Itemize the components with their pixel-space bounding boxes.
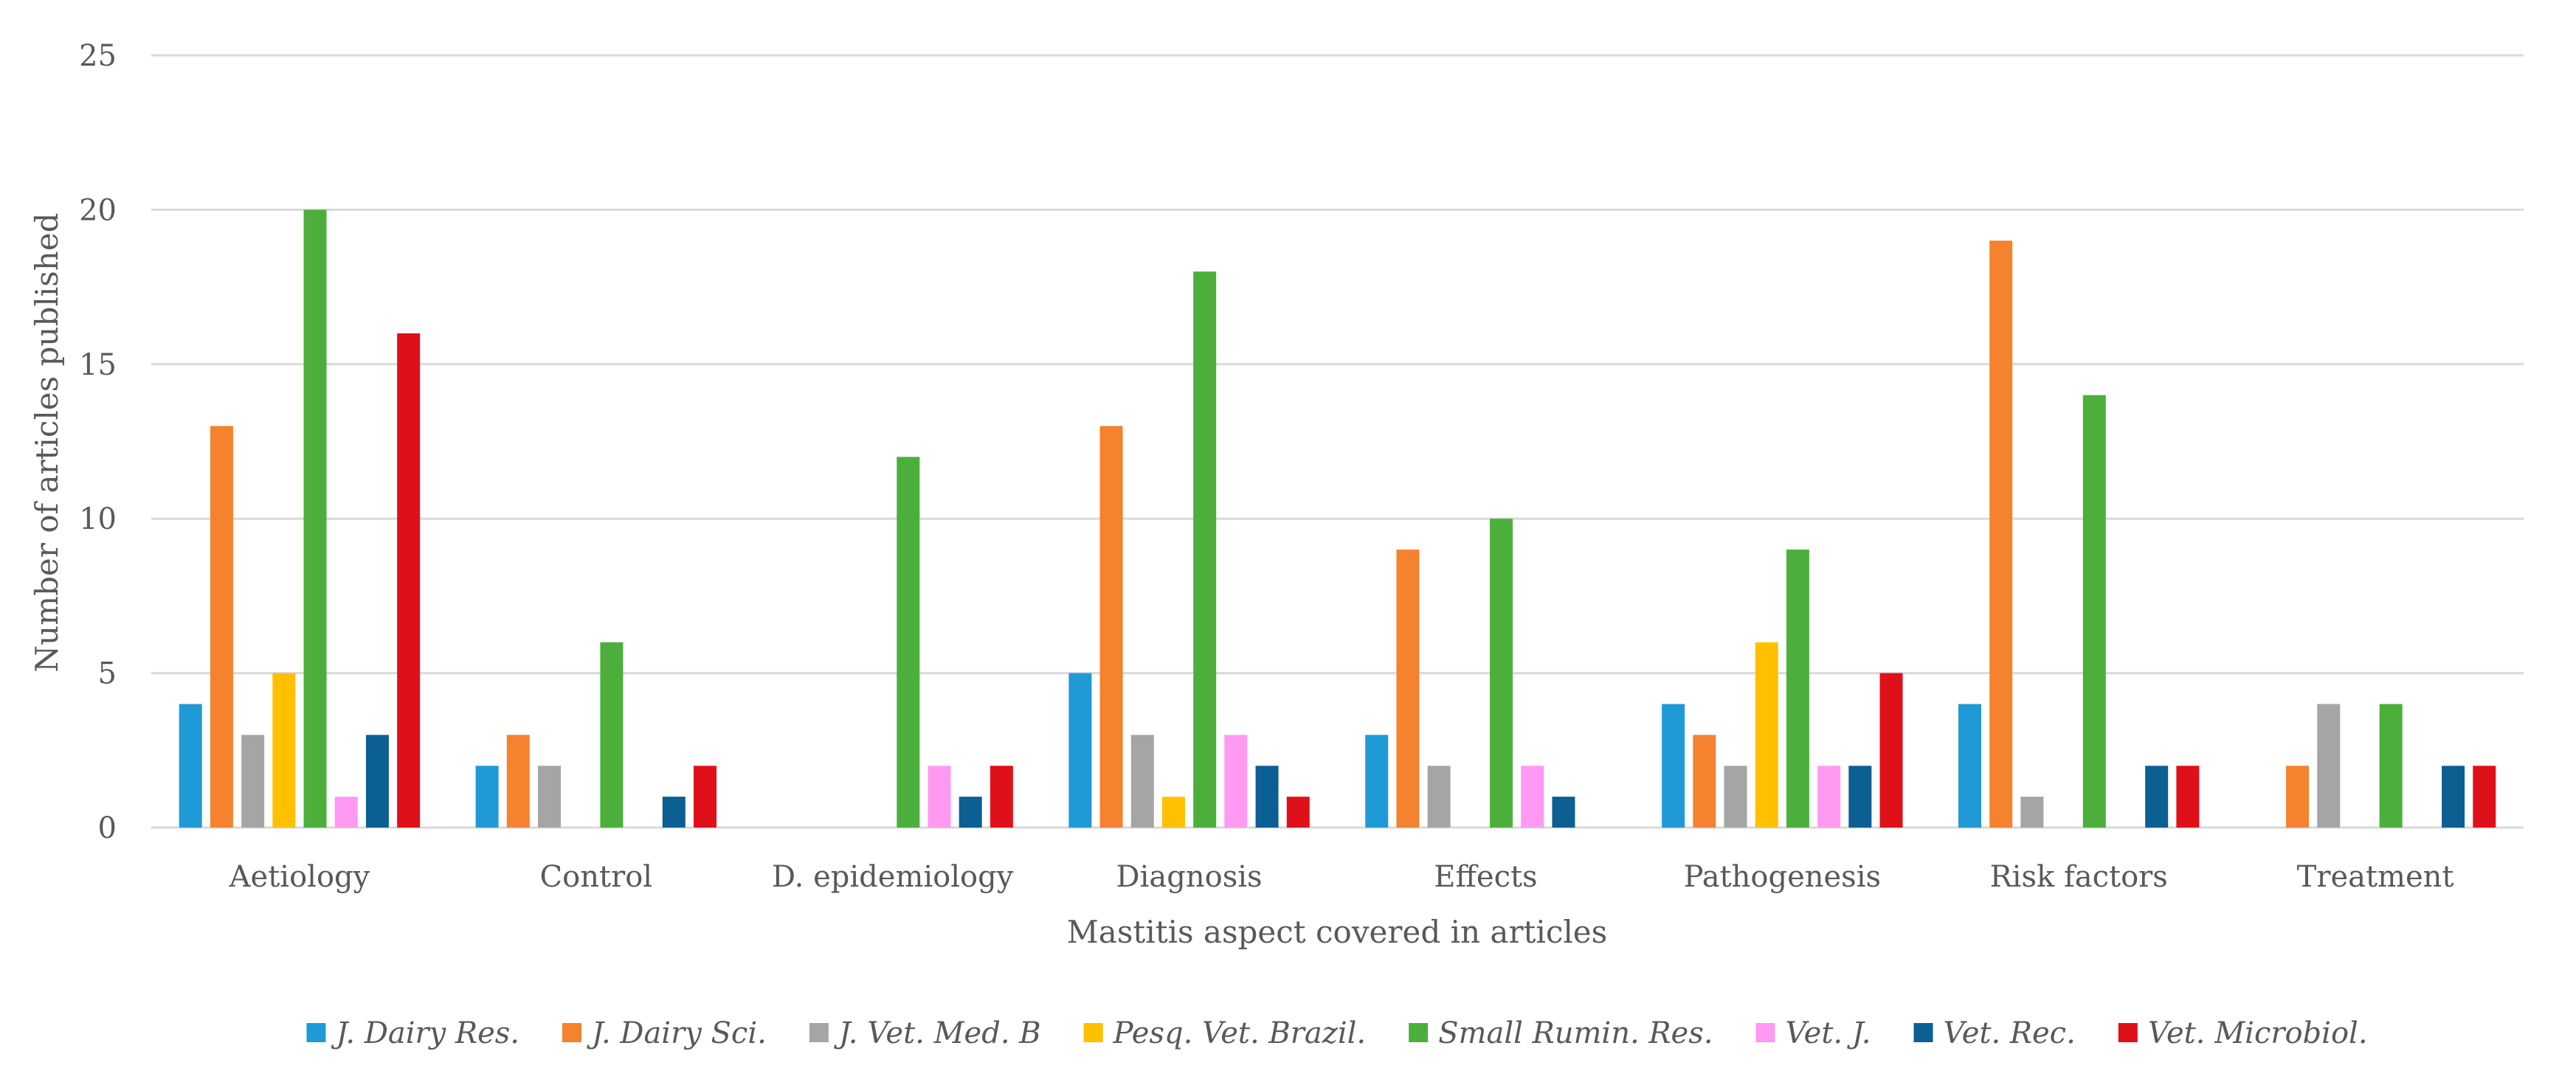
bar-small-rumin-res-pathogenesis	[1786, 550, 1809, 828]
bar-vet-microbiol-control	[694, 766, 717, 828]
legend-item: Vet. Microbiol.	[2118, 1016, 2368, 1050]
bar-j-vet-med-b-diagnosis	[1130, 735, 1154, 828]
bar-vet-microbiol-treatment	[2473, 766, 2496, 828]
legend-label: Vet. Microbiol.	[2148, 1016, 2368, 1050]
legend-swatch	[1409, 1023, 1429, 1042]
bar-j-dairy-sci-treatment	[2286, 766, 2310, 828]
bar-j-dairy-sci-risk-factors	[1989, 240, 2013, 828]
bar-vet-j-diagnosis	[1224, 735, 1248, 828]
legend-swatch	[1083, 1023, 1103, 1042]
bar-vet-rec-risk-factors	[2145, 766, 2169, 828]
bar-pesq-vet-brazil-aetiology	[272, 673, 296, 828]
x-tick-label: Pathogenesis	[1684, 860, 1881, 894]
legend-swatch	[562, 1023, 582, 1042]
bar-vet-rec-pathogenesis	[1848, 766, 1872, 828]
bar-j-vet-med-b-treatment	[2317, 704, 2341, 828]
bar-vet-microbiol-aetiology	[397, 333, 421, 828]
legend-label: Vet. Rec.	[1944, 1016, 2076, 1050]
legend-swatch	[306, 1023, 326, 1042]
bar-small-rumin-res-control	[600, 642, 624, 828]
x-tick-label: Diagnosis	[1116, 860, 1263, 894]
bar-j-vet-med-b-risk-factors	[2020, 797, 2044, 828]
bar-j-dairy-res-aetiology	[179, 704, 202, 828]
bar-j-dairy-sci-control	[506, 735, 530, 828]
x-tick-label: Control	[540, 860, 653, 894]
y-axis-title: Number of articles published	[29, 212, 65, 672]
bar-small-rumin-res-risk-factors	[2082, 395, 2106, 828]
bar-vet-j-effects	[1521, 766, 1544, 828]
bar-vet-rec-d-epidemiology	[959, 797, 982, 828]
bar-pesq-vet-brazil-pathogenesis	[1755, 642, 1778, 828]
y-tick-label: 0	[98, 811, 117, 845]
bar-small-rumin-res-effects	[1490, 519, 1513, 828]
bar-small-rumin-res-treatment	[2379, 704, 2403, 828]
legend-swatch	[2118, 1023, 2138, 1042]
bar-layer	[179, 209, 2496, 828]
bar-j-vet-med-b-effects	[1427, 766, 1451, 828]
bar-small-rumin-res-d-epidemiology	[897, 457, 920, 828]
bar-j-dairy-sci-diagnosis	[1099, 426, 1123, 828]
bar-vet-j-d-epidemiology	[928, 766, 951, 828]
x-axis-title: Mastitis aspect covered in articles	[1067, 914, 1607, 950]
bar-j-dairy-sci-aetiology	[210, 426, 233, 828]
bar-j-dairy-res-control	[475, 766, 499, 828]
bar-j-vet-med-b-pathogenesis	[1724, 766, 1747, 828]
bar-small-rumin-res-diagnosis	[1193, 271, 1217, 828]
legend-label: J. Dairy Res.	[331, 1016, 519, 1050]
legend-label: Vet. J.	[1785, 1016, 1871, 1050]
bar-vet-microbiol-d-epidemiology	[990, 766, 1013, 828]
y-tick-label: 5	[98, 657, 117, 691]
legend-item: Vet. J.	[1755, 1016, 1871, 1050]
legend: J. Dairy Res. J. Dairy Sci. J. Vet. Med. B…	[306, 1016, 2368, 1050]
legend-label: J. Dairy Sci.	[587, 1016, 767, 1050]
legend-swatch	[1755, 1023, 1775, 1042]
bar-vet-rec-diagnosis	[1255, 766, 1279, 828]
bar-vet-j-aetiology	[334, 797, 358, 828]
legend-item: J. Dairy Sci.	[562, 1016, 767, 1050]
bar-vet-microbiol-risk-factors	[2176, 766, 2200, 828]
x-tick-label: Risk factors	[1990, 860, 2168, 894]
bar-j-dairy-sci-effects	[1396, 550, 1420, 828]
legend-item: Pesq. Vet. Brazil.	[1083, 1016, 1366, 1050]
bar-vet-rec-treatment	[2442, 766, 2465, 828]
bar-vet-j-pathogenesis	[1817, 766, 1841, 828]
x-tick-label: Effects	[1434, 860, 1537, 894]
bar-j-dairy-res-effects	[1365, 735, 1389, 828]
x-tick-labels: Aetiology Control D. epidemiology Diagnosis…	[229, 860, 2454, 894]
x-tick-label: D. epidemiology	[772, 860, 1014, 894]
legend-item: J. Dairy Res.	[306, 1016, 519, 1050]
legend-swatch	[809, 1023, 829, 1042]
bar-pesq-vet-brazil-diagnosis	[1161, 797, 1185, 828]
bar-j-dairy-sci-pathogenesis	[1693, 735, 1716, 828]
x-tick-label: Treatment	[2297, 860, 2454, 894]
bar-vet-rec-control	[662, 797, 686, 828]
bar-vet-microbiol-diagnosis	[1286, 797, 1310, 828]
bar-vet-microbiol-pathogenesis	[1879, 673, 1903, 828]
bar-j-vet-med-b-control	[538, 766, 562, 828]
bar-j-dairy-res-pathogenesis	[1662, 704, 1685, 828]
bar-small-rumin-res-aetiology	[303, 209, 327, 828]
legend-label: Pesq. Vet. Brazil.	[1113, 1016, 1366, 1050]
y-tick-label: 15	[79, 348, 117, 382]
legend-item: Small Rumin. Res.	[1409, 1016, 1713, 1050]
legend-item: J. Vet. Med. B	[809, 1016, 1041, 1050]
legend-label: J. Vet. Med. B	[834, 1016, 1041, 1050]
legend-label: Small Rumin. Res.	[1438, 1016, 1713, 1050]
y-tick-label: 25	[79, 39, 117, 73]
bar-vet-rec-aetiology	[365, 735, 389, 828]
bar-j-dairy-res-diagnosis	[1068, 673, 1092, 828]
bar-vet-rec-effects	[1552, 797, 1575, 828]
legend-item: Vet. Rec.	[1913, 1016, 2076, 1050]
y-tick-label: 20	[79, 193, 117, 227]
y-tick-label: 10	[79, 502, 117, 536]
grid-layer: 0 5 10 15 20 25	[79, 39, 2524, 845]
bar-j-dairy-res-risk-factors	[1958, 704, 1981, 828]
x-tick-label: Aetiology	[229, 860, 370, 894]
legend-swatch	[1913, 1023, 1933, 1042]
bar-j-vet-med-b-aetiology	[241, 735, 265, 828]
